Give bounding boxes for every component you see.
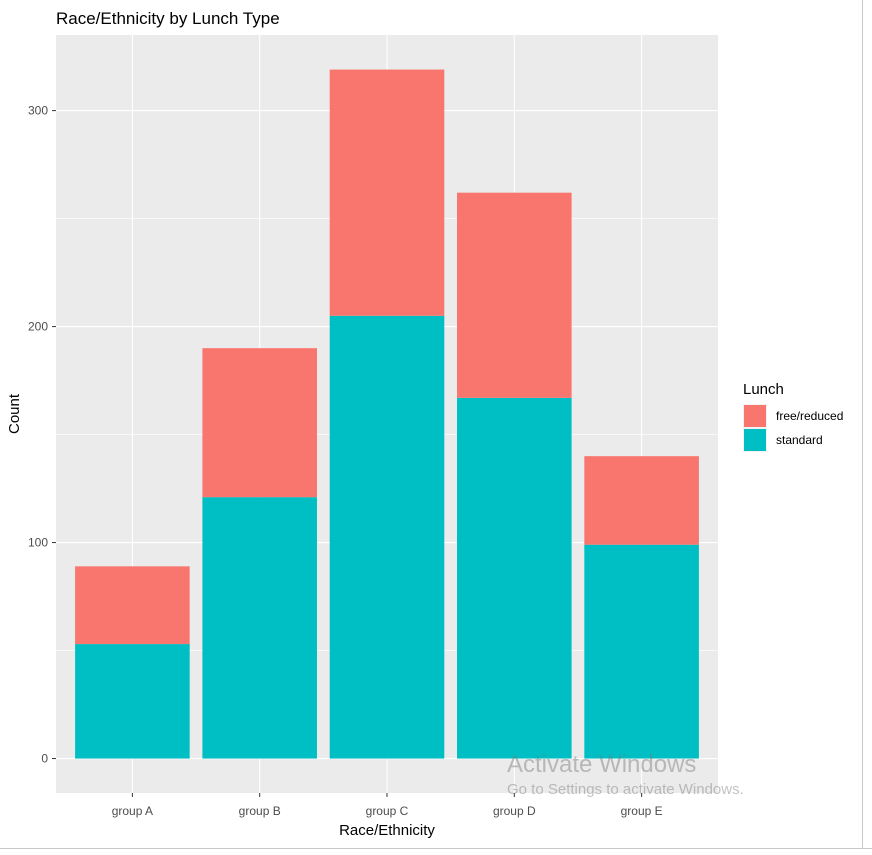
- bar-segment-standard: [584, 544, 699, 759]
- legend: Lunch free/reduced standard: [743, 381, 843, 452]
- y-tick-label: 300: [28, 104, 48, 118]
- x-axis: group A group B group C group D group E: [112, 793, 663, 818]
- bar-segment-free-reduced: [584, 456, 699, 545]
- y-tick-label: 0: [41, 752, 48, 766]
- legend-key-label: standard: [776, 433, 823, 447]
- bar-segment-standard: [457, 397, 572, 759]
- bar-segment-standard: [202, 497, 317, 759]
- window-right-border: [862, 0, 863, 848]
- legend-key-label: free/reduced: [776, 409, 843, 423]
- x-tick-label: group E: [621, 804, 663, 818]
- bars: [75, 69, 699, 759]
- legend-title: Lunch: [743, 381, 784, 398]
- legend-key-swatch: [744, 405, 766, 427]
- y-tick-label: 200: [28, 320, 48, 334]
- bar-segment-free-reduced: [75, 566, 190, 645]
- y-tick-label: 100: [28, 536, 48, 550]
- bar-segment-free-reduced: [457, 192, 572, 398]
- y-axis: 0 100 200 300: [28, 104, 56, 766]
- bar-segment-free-reduced: [202, 348, 317, 498]
- chart-title: Race/Ethnicity by Lunch Type: [56, 9, 280, 28]
- legend-key-swatch: [744, 429, 766, 451]
- x-tick-label: group A: [112, 804, 153, 818]
- bar-segment-standard: [329, 315, 445, 759]
- window-bottom-border: [0, 848, 872, 849]
- y-axis-label: Count: [6, 393, 23, 434]
- x-tick-label: group B: [239, 804, 281, 818]
- bar-segment-free-reduced: [329, 69, 445, 316]
- x-tick-label: group D: [493, 804, 536, 818]
- bar-segment-standard: [75, 644, 190, 759]
- x-tick-label: group C: [366, 804, 409, 818]
- legend-keys: free/reduced standard: [743, 404, 843, 452]
- x-axis-label: Race/Ethnicity: [339, 822, 435, 839]
